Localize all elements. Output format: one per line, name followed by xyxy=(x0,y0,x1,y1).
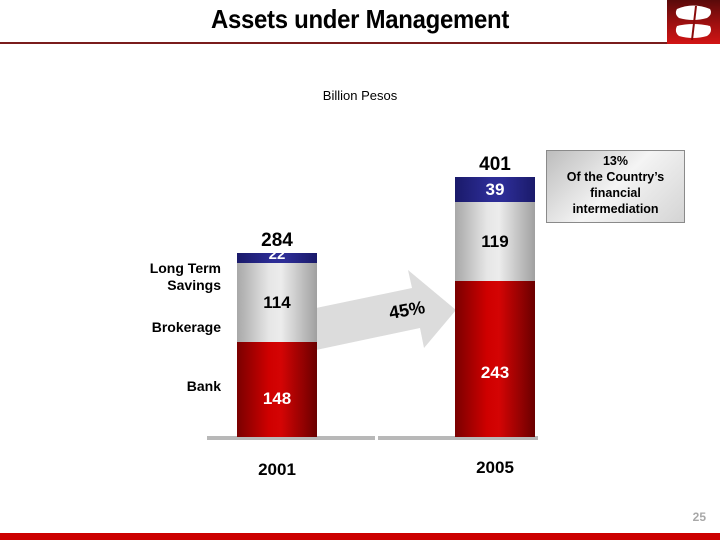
segment-bank-2001[interactable]: 148 xyxy=(237,342,317,437)
title-divider xyxy=(0,42,667,44)
segment-long-term-savings-2001[interactable]: 22 xyxy=(237,253,317,263)
page-title: Assets under Management xyxy=(210,4,510,34)
x-label-2005: 2005 xyxy=(476,458,514,477)
callout-line-4: intermediation xyxy=(572,202,659,216)
legend-long-term-savings-line2: Savings xyxy=(167,277,221,293)
page-number: 25 xyxy=(692,510,706,524)
legend-long-term-savings: Long Term Savings xyxy=(120,260,221,294)
chart-subtitle: Billion Pesos xyxy=(322,88,398,103)
value-bank-2005: 243 xyxy=(480,363,510,382)
callout-line-3: financial xyxy=(590,186,641,200)
footer-stripe xyxy=(0,533,720,540)
value-bank-2001: 148 xyxy=(262,389,292,408)
bank-logo-icon xyxy=(667,0,720,44)
baseline-2005 xyxy=(378,436,538,440)
value-brokerage-2005: 119 xyxy=(481,231,509,251)
legend-brokerage: Brokerage xyxy=(151,319,221,335)
total-2001: 284 xyxy=(261,230,293,251)
segment-long-term-savings-2005[interactable]: 39 xyxy=(455,177,535,202)
value-long-term-savings-2001: 22 xyxy=(268,253,286,263)
segment-brokerage-2001[interactable]: 114 xyxy=(237,263,317,342)
total-2005: 401 xyxy=(479,154,511,175)
bar-2005[interactable]: 39 119 243 xyxy=(455,177,535,437)
callout-line-2: Of the Country’s xyxy=(566,170,665,184)
legend-long-term-savings-line1: Long Term xyxy=(149,260,221,276)
baseline-2001 xyxy=(207,436,375,440)
value-long-term-savings-2005: 39 xyxy=(485,179,505,199)
bar-2001[interactable]: 22 114 148 xyxy=(237,253,317,437)
value-brokerage-2001: 114 xyxy=(263,292,291,312)
growth-arrow-icon xyxy=(316,270,456,350)
legend-bank: Bank xyxy=(186,378,221,394)
callout-percentage: 13% xyxy=(602,154,629,168)
market-share-callout: 13% Of the Country’s financial intermedi… xyxy=(546,150,685,223)
segment-brokerage-2005[interactable]: 119 xyxy=(455,202,535,281)
x-label-2001: 2001 xyxy=(258,460,296,479)
segment-bank-2005[interactable]: 243 xyxy=(455,281,535,437)
